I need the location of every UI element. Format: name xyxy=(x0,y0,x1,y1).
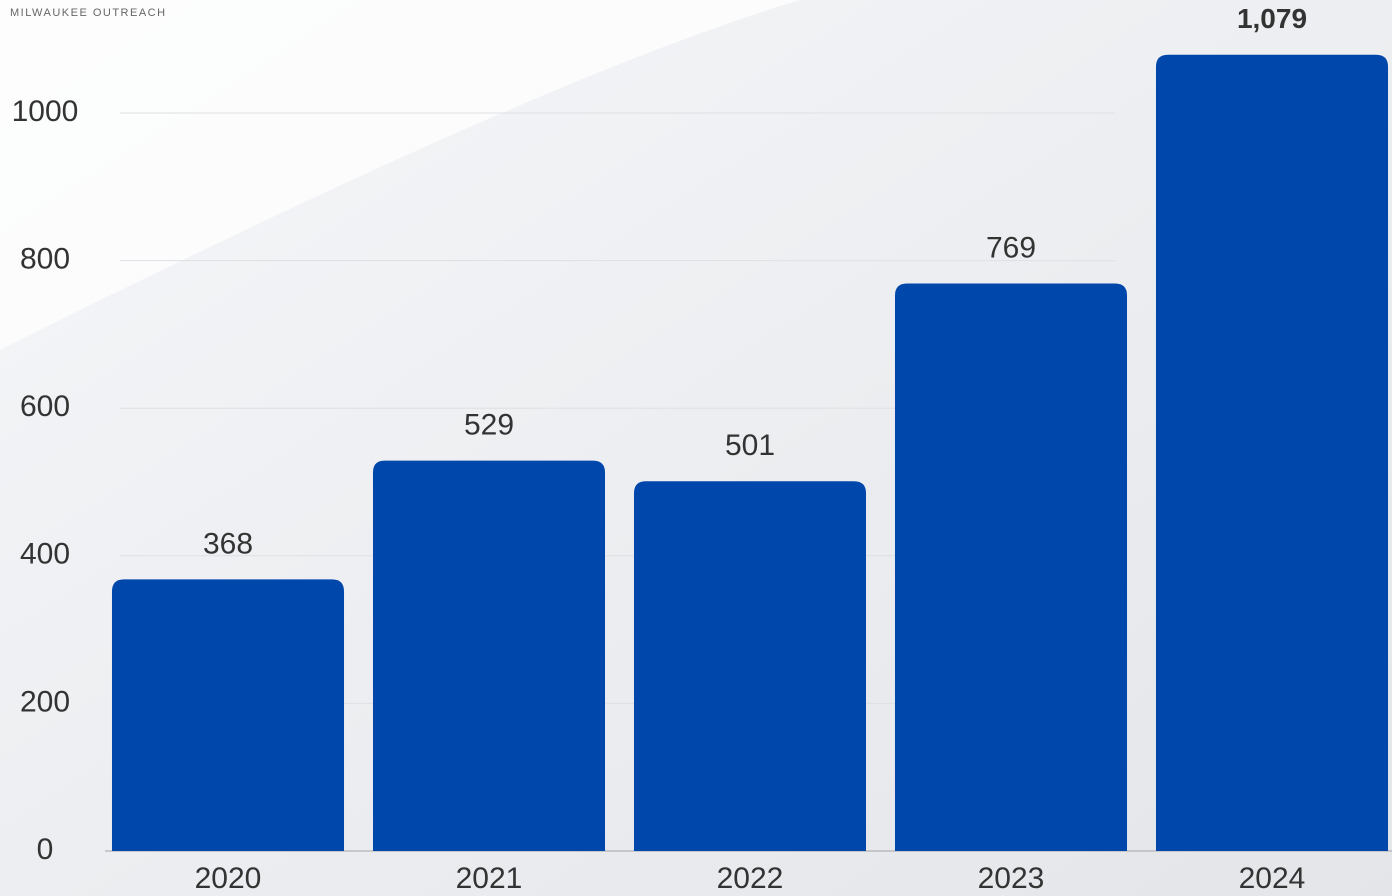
x-tick-label: 2023 xyxy=(978,862,1045,895)
y-tick-label: 800 xyxy=(20,243,70,276)
y-tick-label: 600 xyxy=(20,390,70,423)
y-tick-label: 200 xyxy=(20,685,70,718)
value-label: 368 xyxy=(203,527,253,560)
value-label: 769 xyxy=(986,231,1036,264)
logo-text: MILWAUKEE OUTREACH xyxy=(10,7,167,19)
bar xyxy=(633,481,867,851)
value-label: 501 xyxy=(725,429,775,462)
x-tick-label: 2021 xyxy=(456,862,523,895)
x-tick-label: 2024 xyxy=(1239,862,1306,895)
value-label: 529 xyxy=(464,409,514,442)
y-tick-label: 0 xyxy=(37,833,54,866)
bar xyxy=(111,579,345,851)
background-swoosh xyxy=(0,0,800,350)
y-tick-label: 1000 xyxy=(12,95,79,128)
x-tick-label: 2020 xyxy=(195,862,262,895)
value-label: 1,079 xyxy=(1237,3,1307,34)
bar xyxy=(894,283,1128,851)
bar xyxy=(372,460,606,851)
bar xyxy=(1155,54,1389,852)
y-tick-label: 400 xyxy=(20,538,70,571)
x-tick-label: 2022 xyxy=(717,862,784,895)
